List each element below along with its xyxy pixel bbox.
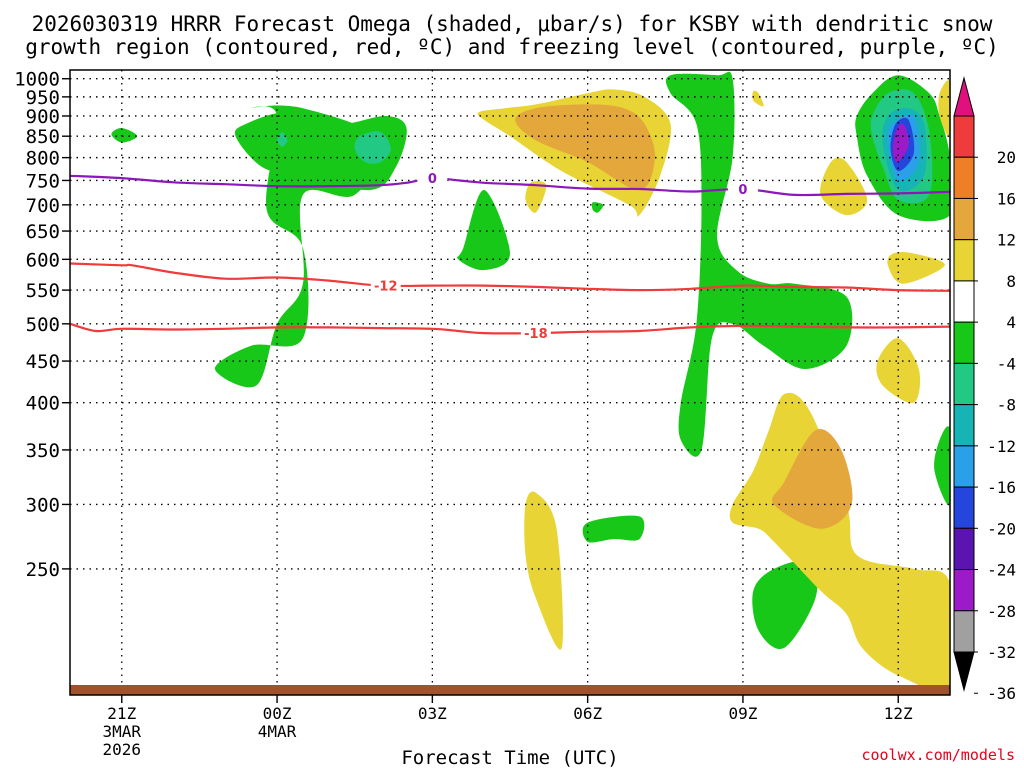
colorbar-box-9: [953, 445, 975, 488]
omega-region-1: [234, 112, 407, 191]
colorbar-label-5: -4: [997, 354, 1016, 373]
colorbar-box-10: [953, 486, 975, 529]
y-tick-label-350: 350: [26, 440, 60, 462]
colorbar-label-4: 4: [1006, 313, 1016, 332]
colorbar-box-4: [953, 239, 975, 282]
temperature-contours: [70, 174, 950, 335]
omega-region-22: [820, 157, 868, 216]
omega-region-23: [752, 90, 764, 107]
colorbar-box-12: [953, 569, 975, 612]
x-tick-label-09Z: 09Z: [728, 704, 757, 723]
chart-title-line-2: growth region (contoured, red, ºC) and f…: [25, 35, 999, 59]
x-tick-year-21Z: 2026: [102, 740, 141, 759]
y-tick-label-750: 750: [26, 170, 60, 192]
omega-region-21: [887, 252, 945, 284]
omega-region-12: [354, 131, 391, 164]
chart-title-line-1: 2026030319 HRRR Forecast Omega (shaded, …: [32, 12, 993, 36]
contour-line-0: [70, 174, 950, 197]
colorbar-box-13: [953, 610, 975, 653]
y-tick-label-950: 950: [26, 87, 60, 109]
colorbar-label-2: 12: [997, 231, 1016, 250]
y-tick-label-850: 850: [26, 126, 60, 148]
contour-line--12: [70, 262, 950, 292]
y-tick-label-550: 550: [26, 280, 60, 302]
colorbar-box-1: [953, 115, 975, 158]
colorbar-box-6: [953, 321, 975, 364]
y-tick-label-650: 650: [26, 221, 60, 243]
plot-frame: [69, 69, 951, 696]
contour-label-2: 0: [428, 172, 437, 187]
y-tick-label-900: 900: [26, 106, 60, 128]
omega-region-5: [591, 202, 604, 213]
contour-label-bg-1: [370, 277, 401, 294]
x-tick-date-00Z: 4MAR: [258, 722, 297, 741]
colorbar-bottom-triangle: [953, 651, 975, 692]
omega-region-24: [938, 80, 950, 138]
contour-label-3: 0: [738, 183, 747, 198]
colorbar-box-11: [953, 527, 975, 571]
x-tick-label-06Z: 06Z: [573, 704, 602, 723]
omega-region-17: [524, 491, 564, 650]
contour-label-1: -12: [374, 280, 398, 295]
y-tick-label-600: 600: [26, 249, 60, 271]
colorbar-box-5: [953, 280, 975, 323]
colorbar-label-10: -24: [987, 561, 1016, 580]
omega-region-8: [934, 426, 950, 506]
y-tick-label-700: 700: [26, 195, 60, 217]
y-tick-label-300: 300: [26, 494, 60, 516]
omega-region-27: [515, 104, 655, 191]
colorbar-box-8: [953, 404, 975, 447]
colorbar-legend: 20 16 12 8 4 -4 -8 -12 -16 -20 -24 -28 -32 -36: [953, 76, 1016, 703]
contour-label-bg-0: [520, 325, 551, 342]
contour-label-bg-2: [417, 170, 448, 187]
contour-label-0: -18: [524, 327, 548, 342]
colorbar-box-3: [953, 197, 975, 241]
y-tick-label-1000: 1000: [14, 69, 60, 91]
colorbar-label-7: -12: [987, 437, 1016, 456]
colorbar-label-12: -32: [987, 643, 1016, 662]
colorbar-label-1: 16: [997, 189, 1016, 208]
colorbar-label-6: -8: [997, 396, 1016, 415]
y-tick-label-800: 800: [26, 148, 60, 170]
y-tick-label-450: 450: [26, 351, 60, 373]
pressure-gridlines: [70, 70, 950, 695]
omega-region-2: [111, 127, 138, 143]
x-axis-label: Forecast Time (UTC): [401, 747, 618, 768]
terrain-ground: [70, 685, 950, 695]
x-tick-label-21Z: 21Z: [107, 704, 136, 723]
omega-shading: [111, 71, 950, 691]
x-tick-label-12Z: 12Z: [884, 704, 913, 723]
credit-text: coolwx.com/models: [861, 746, 1015, 764]
contour-line--18: [70, 322, 950, 335]
colorbar-box-2: [953, 156, 975, 199]
x-tick-date-21Z: 3MAR: [102, 722, 141, 741]
omega-region-4: [582, 515, 645, 543]
colorbar-top-triangle: [953, 76, 975, 117]
x-tick-label-03Z: 03Z: [418, 704, 447, 723]
omega-region-16: [892, 123, 909, 163]
y-axis: 2503003504004505005506006507007508008509…: [14, 69, 70, 581]
colorbar-label-8: -16: [987, 478, 1016, 497]
colorbar-box-7: [953, 362, 975, 406]
colorbar-label-13: -36: [987, 684, 1016, 703]
omega-region-3: [456, 189, 510, 271]
omega-region-6: [665, 71, 853, 457]
colorbar-label-3: 8: [1006, 272, 1016, 291]
omega-region-18: [729, 392, 950, 691]
colorbar-label-9: -20: [987, 519, 1016, 538]
y-tick-label-250: 250: [26, 559, 60, 581]
omega-region-25: [525, 181, 547, 213]
contour-label-bg-3: [727, 181, 758, 198]
colorbar-label-11: -28: [987, 602, 1016, 621]
y-tick-label-500: 500: [26, 314, 60, 336]
y-tick-label-400: 400: [26, 393, 60, 415]
x-tick-label-00Z: 00Z: [263, 704, 292, 723]
omega-region-7: [752, 560, 818, 650]
colorbar-label-0: 20: [997, 148, 1016, 167]
omega-region-20: [876, 338, 921, 404]
contour-labels: -18 -12 0 0: [370, 170, 758, 342]
plot-area: -18 -12 0 0: [69, 69, 951, 696]
